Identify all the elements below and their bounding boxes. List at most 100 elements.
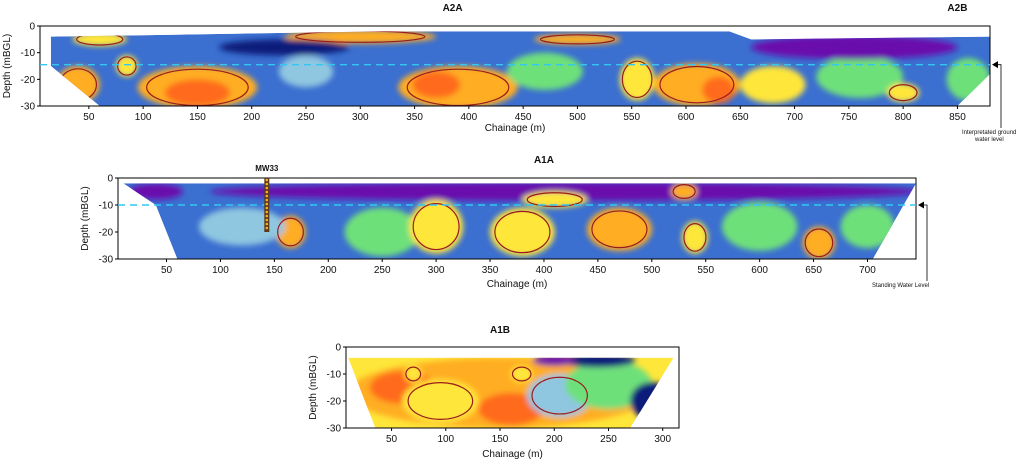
resistivity-blob-14	[816, 55, 904, 98]
x-tick-label: 750	[841, 112, 858, 123]
y-tick-label: -10	[99, 201, 114, 212]
x-tick-label: 150	[266, 265, 283, 276]
resistivity-blob-20	[219, 39, 350, 56]
borehole-marker	[265, 206, 269, 210]
x-tick-label: 450	[590, 265, 607, 276]
borehole-marker	[265, 178, 269, 182]
resistivity-blob-11	[721, 202, 798, 251]
water-level-arrow	[992, 61, 998, 69]
x-tick-label: 450	[515, 112, 532, 123]
x-tick-label: 600	[751, 265, 768, 276]
contour-line-4	[672, 184, 696, 199]
x-tick-label: 300	[428, 265, 445, 276]
y-tick-label: -10	[21, 48, 36, 59]
y-tick-label: 0	[29, 22, 35, 33]
borehole-marker	[265, 222, 269, 226]
resistivity-blob-3	[522, 191, 588, 208]
contour-line-8	[494, 210, 551, 254]
borehole-label: MW33	[255, 164, 279, 173]
resistivity-blob-14	[840, 205, 895, 249]
x-tick-label: 50	[386, 434, 398, 445]
x-tick-label: 250	[600, 434, 617, 445]
borehole-marker	[265, 186, 269, 190]
y-tick-label: -20	[21, 75, 36, 86]
resistivity-blob-16	[278, 55, 334, 88]
resistivity-blob-11	[510, 365, 533, 383]
contour-line-5	[277, 217, 304, 247]
resistivity-blob-6	[344, 207, 420, 257]
resistivity-blob-5	[478, 392, 544, 426]
x-tick-label: 550	[623, 112, 640, 123]
borehole-marker	[265, 210, 269, 214]
water-level-label-line2: water level	[974, 137, 1004, 143]
y-tick-label: -30	[21, 102, 36, 113]
y-axis-label: Depth (mBGL)	[308, 355, 319, 419]
borehole-marker	[265, 218, 269, 222]
contour-line-7	[117, 56, 137, 76]
x-tick-label: 300	[352, 112, 369, 123]
x-tick-label: 100	[135, 112, 152, 123]
section-body	[50, 31, 991, 106]
chart-panel-3: 50 100 150 200 250 300 0 -10 -20 -30 Chainage (m) D…	[308, 325, 680, 460]
contour-line-9	[591, 210, 648, 249]
x-tick-label: 550	[697, 265, 714, 276]
y-tick-label: -20	[327, 397, 342, 408]
chart-panel-1: 50 100 150 200 250 300 350 400 450 500 550 600 650 70…	[2, 3, 1016, 143]
resistivity-blob-3	[402, 379, 479, 423]
x-tick-label: 650	[805, 265, 822, 276]
y-axis-label: Depth (mBGL)	[80, 186, 91, 250]
x-tick-label: 400	[461, 112, 478, 123]
resistivity-blob-12	[702, 76, 735, 104]
y-tick-label: -30	[99, 255, 114, 266]
resistivity-blob-5	[164, 79, 230, 106]
y-tick-label: -10	[327, 370, 342, 381]
contour-line-10	[683, 223, 707, 252]
contour-line-3	[407, 382, 474, 420]
water-level-label: Standing Water Level	[872, 283, 929, 289]
resistivity-blob-7	[116, 55, 138, 77]
contour-line-10	[621, 60, 653, 99]
x-tick-label: 650	[732, 112, 749, 123]
contour-line-4	[146, 68, 249, 106]
contour-line-7	[412, 203, 460, 251]
resistivity-blob-15	[886, 83, 920, 102]
x-tick-label: 850	[949, 112, 966, 123]
resistivity-blob-9	[559, 357, 636, 368]
x-tick-label: 700	[859, 265, 876, 276]
resistivity-blob-19	[751, 35, 958, 60]
borehole-marker	[265, 226, 269, 230]
borehole-marker	[265, 190, 269, 194]
chart-title: A2A	[443, 3, 463, 14]
contour-line-1	[295, 31, 426, 43]
contour-line-12	[804, 228, 834, 258]
plot-frame	[345, 346, 680, 429]
contour-line-2	[539, 34, 615, 45]
chart-title: A1A	[534, 155, 554, 166]
x-axis-label: Chainage (m)	[487, 279, 548, 290]
contour-line-11	[511, 366, 532, 382]
y-tick-label: -20	[99, 228, 114, 239]
x-tick-label: 250	[374, 265, 391, 276]
plot-frame	[39, 25, 991, 107]
chart-panel-2: 50 100 150 200 250 300 350 400 450 500 550 600 650 70…	[80, 155, 929, 290]
water-level-label: Interpretated ground	[962, 130, 1016, 136]
x-tick-label: 150	[492, 434, 509, 445]
chart-title: A1B	[490, 325, 510, 336]
section-body	[123, 183, 916, 259]
resistivity-blob-17	[506, 52, 583, 90]
chart-title: A2B	[947, 3, 967, 14]
water-level-leader	[924, 204, 928, 281]
borehole-marker	[265, 198, 269, 202]
water-level-leader	[998, 64, 1002, 128]
borehole-marker	[265, 214, 269, 218]
x-tick-label: 300	[654, 434, 671, 445]
resistivity-blob-10	[532, 357, 576, 366]
x-tick-label: 400	[536, 265, 553, 276]
resistivity-blob-2	[534, 34, 621, 45]
contour-line-6	[531, 376, 588, 415]
resistivity-blob-3	[72, 32, 127, 46]
resistivity-blob-1	[209, 183, 916, 201]
x-tick-label: 200	[320, 265, 337, 276]
x-tick-label: 150	[189, 112, 206, 123]
resistivity-blob-2	[128, 183, 183, 200]
